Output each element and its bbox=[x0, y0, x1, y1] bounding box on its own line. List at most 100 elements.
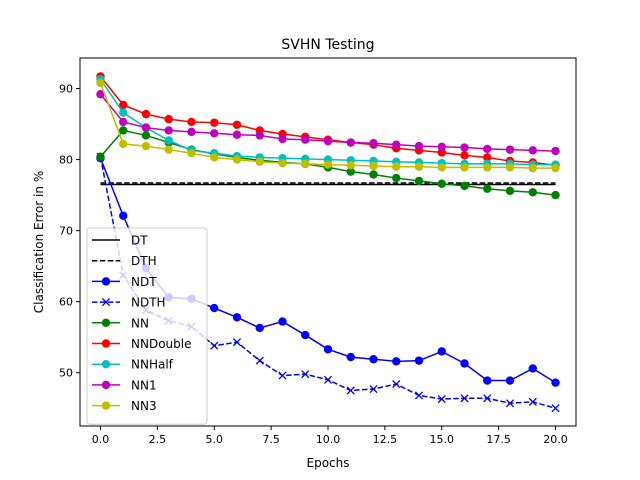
data-point bbox=[460, 394, 469, 403]
data-point bbox=[232, 155, 242, 164]
data-point bbox=[483, 376, 492, 385]
data-point bbox=[414, 141, 424, 151]
x-tick-label: 0.0 bbox=[92, 433, 110, 446]
data-point bbox=[551, 163, 560, 173]
legend-label: DT bbox=[131, 234, 148, 248]
legend-entry-nn3: NN3 bbox=[92, 399, 157, 413]
x-axis-label: Epochs bbox=[307, 456, 350, 470]
data-point bbox=[210, 303, 219, 313]
data-point bbox=[210, 153, 219, 162]
data-point bbox=[164, 136, 173, 145]
data-point bbox=[505, 145, 515, 154]
x-tick-label: 15.0 bbox=[430, 433, 455, 446]
data-point bbox=[528, 146, 537, 155]
x-tick-label: 17.5 bbox=[486, 433, 511, 446]
data-point bbox=[141, 123, 151, 132]
data-point bbox=[210, 129, 219, 138]
data-point bbox=[414, 162, 424, 171]
data-point bbox=[301, 135, 310, 144]
axes-ticks: 0.0 2.5 5.0 7.5 10.0 12.5 15.0 17.5 20.0 50 60 70 80… bbox=[59, 83, 568, 446]
data-point bbox=[460, 143, 469, 152]
data-point bbox=[119, 139, 128, 149]
legend-label: NNDouble bbox=[131, 337, 191, 351]
data-point bbox=[392, 162, 401, 171]
data-point bbox=[460, 181, 469, 191]
data-point bbox=[119, 211, 128, 220]
data-point bbox=[323, 345, 333, 354]
legend-entry-nndouble: NNDouble bbox=[92, 337, 191, 351]
chart-title: SVHN Testing bbox=[281, 37, 374, 53]
data-point bbox=[96, 152, 105, 161]
data-point bbox=[392, 173, 401, 183]
data-point bbox=[483, 153, 492, 162]
data-point bbox=[255, 356, 264, 365]
legend-entry-nnhalf: NNHalf bbox=[92, 358, 174, 372]
legend-label: NN3 bbox=[131, 399, 157, 413]
data-point bbox=[141, 109, 151, 119]
data-point bbox=[437, 347, 446, 356]
x-tick-label: 2.5 bbox=[149, 433, 167, 446]
data-point bbox=[483, 394, 492, 403]
data-point bbox=[119, 117, 128, 127]
data-point bbox=[369, 139, 378, 148]
data-point bbox=[346, 161, 355, 170]
y-tick-label: 90 bbox=[59, 83, 73, 96]
legend-entry-nn: NN bbox=[92, 316, 149, 330]
series-nn3 bbox=[96, 78, 560, 173]
data-point bbox=[528, 188, 537, 197]
data-point bbox=[119, 100, 128, 110]
data-point bbox=[528, 397, 537, 406]
legend-entry-ndth: NDTH bbox=[92, 296, 166, 310]
data-point bbox=[96, 90, 105, 99]
data-point bbox=[346, 352, 355, 362]
data-point bbox=[483, 144, 492, 154]
data-point bbox=[460, 163, 469, 172]
data-point bbox=[323, 160, 333, 169]
data-point bbox=[551, 190, 560, 200]
data-point bbox=[232, 120, 242, 129]
data-point bbox=[301, 330, 310, 340]
data-point bbox=[119, 108, 128, 117]
data-point bbox=[255, 131, 264, 140]
data-point bbox=[505, 186, 515, 196]
plot-frame bbox=[79, 57, 577, 427]
data-point bbox=[278, 134, 287, 144]
y-axis-label: Classification Error in % bbox=[32, 171, 46, 313]
data-point bbox=[141, 131, 151, 140]
data-point bbox=[278, 158, 287, 168]
data-point bbox=[164, 126, 173, 135]
data-point bbox=[369, 355, 378, 364]
data-point bbox=[369, 384, 378, 394]
data-point bbox=[323, 375, 333, 384]
legend-label: DTH bbox=[131, 254, 157, 268]
data-point bbox=[414, 356, 424, 365]
data-point bbox=[255, 323, 264, 333]
legend-marker bbox=[101, 318, 111, 327]
data-point bbox=[505, 163, 515, 172]
data-point bbox=[460, 151, 469, 160]
data-point bbox=[392, 357, 401, 366]
x-tick-label: 10.0 bbox=[316, 433, 341, 446]
data-point bbox=[278, 317, 287, 326]
data-point bbox=[437, 394, 446, 404]
legend-marker bbox=[101, 401, 111, 410]
legend-label: NDTH bbox=[131, 296, 166, 310]
legend-entry-ndt: NDT bbox=[92, 275, 157, 289]
data-point bbox=[323, 136, 333, 146]
legend-entry-dth: DTH bbox=[92, 254, 157, 268]
y-tick-label: 70 bbox=[59, 225, 73, 238]
data-point bbox=[414, 391, 424, 400]
data-point bbox=[392, 380, 401, 389]
data-point bbox=[437, 163, 446, 172]
data-point bbox=[528, 163, 537, 173]
legend-label: NDT bbox=[131, 275, 157, 289]
data-point bbox=[505, 399, 515, 408]
data-point bbox=[483, 184, 492, 193]
data-point bbox=[187, 117, 196, 127]
legend-marker bbox=[101, 380, 111, 390]
data-point bbox=[369, 170, 378, 179]
legend-label: NN1 bbox=[131, 378, 157, 392]
data-point bbox=[232, 130, 242, 139]
data-point bbox=[301, 370, 310, 379]
plot-series bbox=[96, 72, 560, 413]
